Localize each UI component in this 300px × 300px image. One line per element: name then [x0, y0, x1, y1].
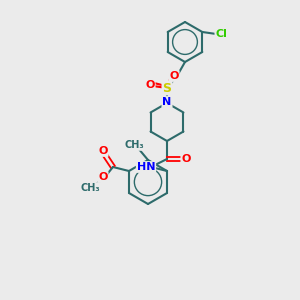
Text: CH₃: CH₃: [124, 140, 144, 150]
Text: O: O: [98, 146, 108, 156]
Text: O: O: [181, 154, 191, 164]
Text: Cl: Cl: [215, 29, 227, 39]
Text: HN: HN: [137, 162, 155, 172]
Text: CH₃: CH₃: [80, 183, 100, 193]
Text: N: N: [162, 97, 172, 107]
Text: O: O: [145, 80, 155, 90]
Text: S: S: [163, 82, 172, 94]
Text: O: O: [98, 172, 108, 182]
Text: O: O: [169, 71, 179, 81]
